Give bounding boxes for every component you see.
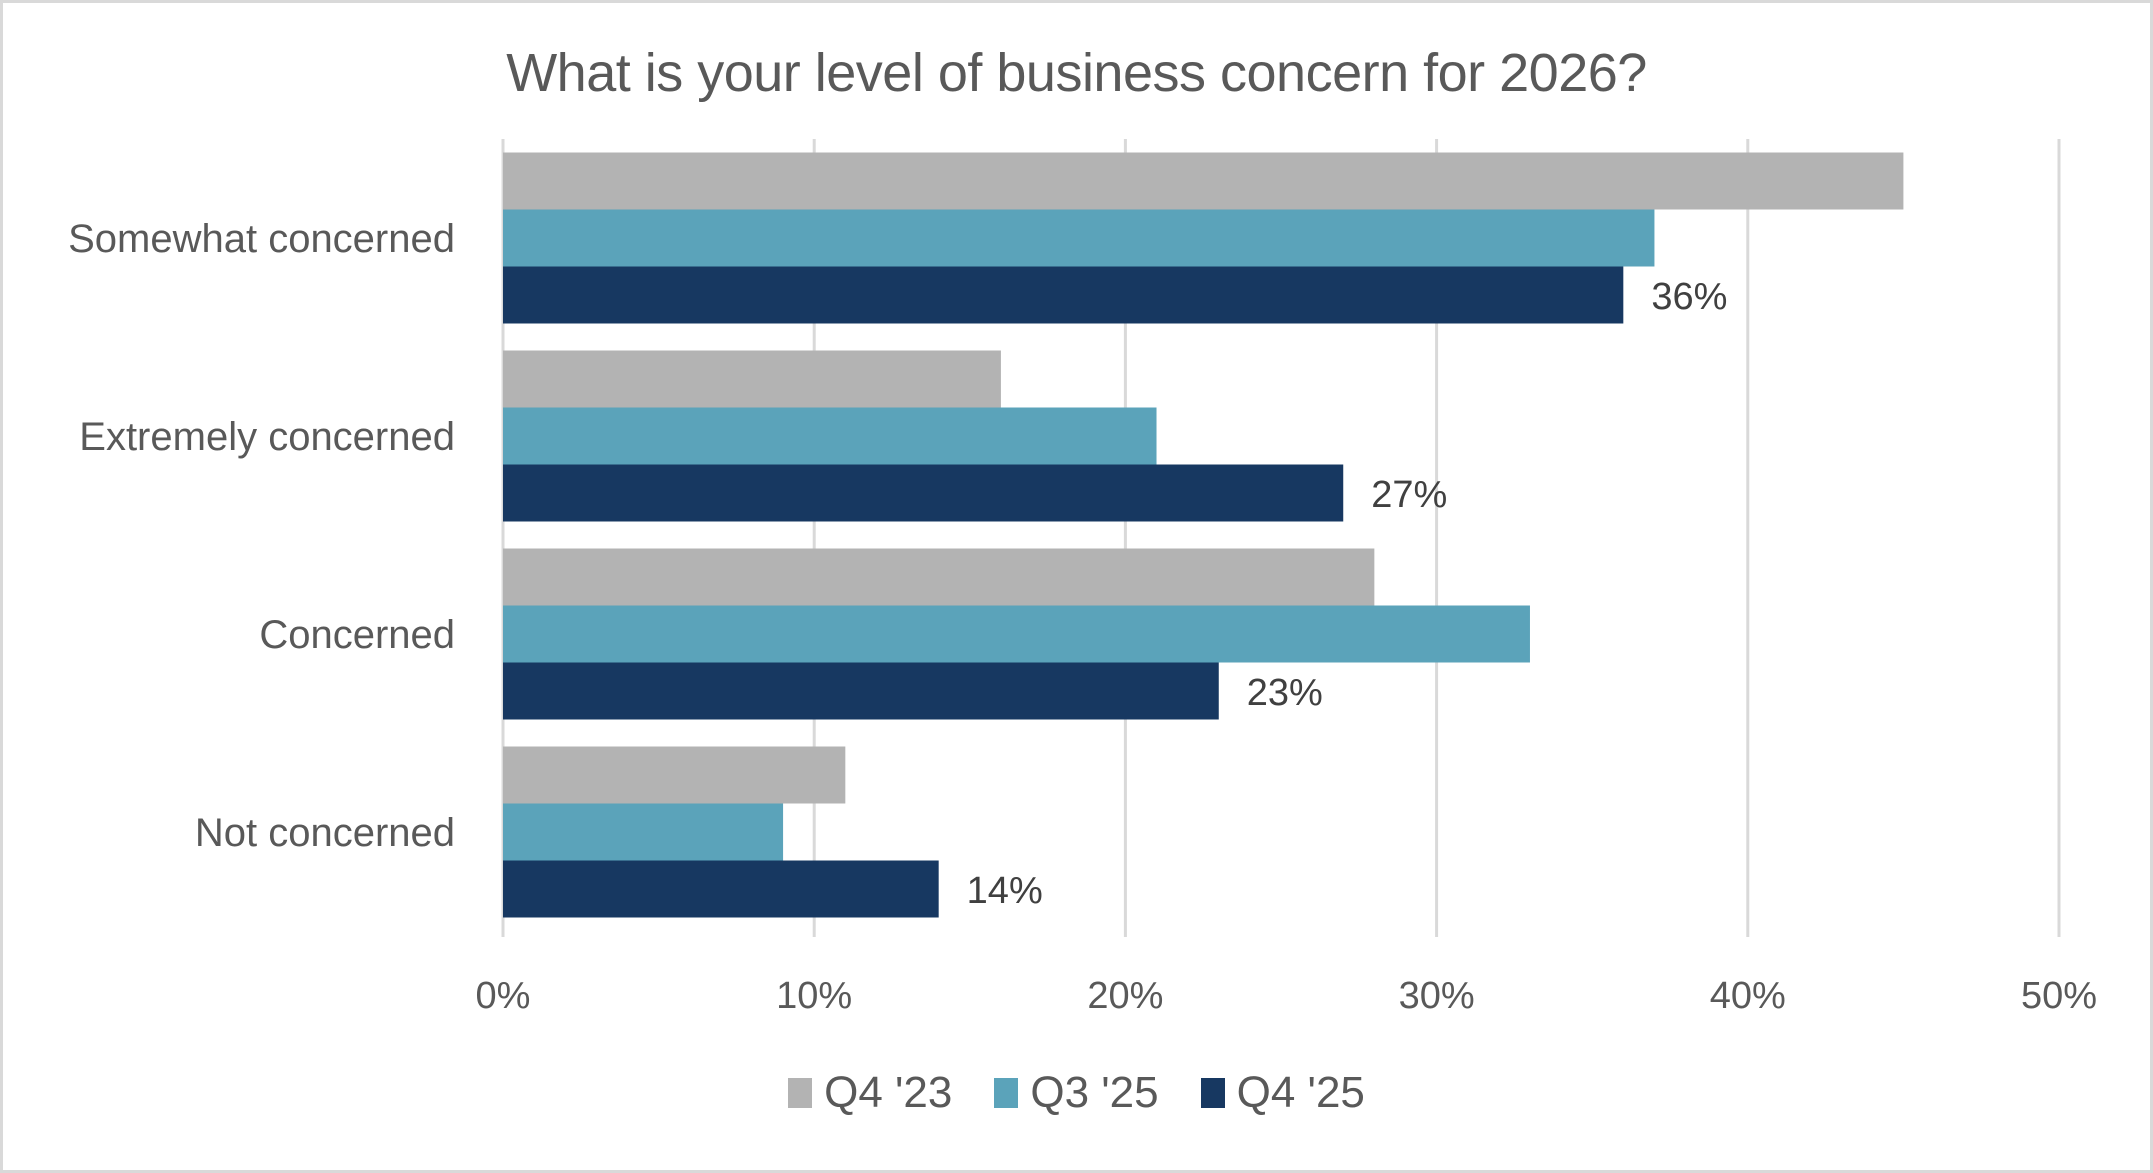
category-labels: Somewhat concerned Extremely concerned Con…	[68, 217, 455, 855]
category-label: Concerned	[259, 613, 455, 657]
bar	[503, 266, 1624, 324]
bars	[503, 152, 1904, 918]
bar	[503, 209, 1655, 267]
legend-item-q4-25[interactable]: Q4 '25	[1200, 1068, 1365, 1118]
bar	[503, 803, 784, 861]
category-label: Not concerned	[195, 811, 455, 855]
x-tick-label: 30%	[1399, 975, 1475, 1017]
x-tick-labels: 0% 10% 20% 30% 40% 50%	[476, 975, 2097, 1017]
data-label: 14%	[967, 870, 1043, 912]
category-label: Extremely concerned	[79, 415, 455, 459]
bar	[503, 605, 1530, 663]
category-label: Somewhat concerned	[68, 217, 455, 261]
legend-swatch-q4-25	[1200, 1078, 1225, 1108]
legend-label-q4-25: Q4 '25	[1236, 1068, 1365, 1117]
bar	[503, 860, 939, 918]
bar	[503, 407, 1157, 465]
data-labels: 36% 27% 23% 14%	[967, 276, 1728, 912]
legend-swatch-q3-25	[994, 1078, 1019, 1108]
bar	[503, 662, 1219, 720]
legend-item-q3-25[interactable]: Q3 '25	[994, 1068, 1159, 1118]
x-tick-label: 20%	[1087, 975, 1163, 1017]
data-label: 27%	[1371, 474, 1447, 516]
x-tick-label: 40%	[1710, 975, 1786, 1017]
bar	[503, 350, 1001, 408]
data-label: 36%	[1651, 276, 1727, 318]
legend-label-q3-25: Q3 '25	[1030, 1068, 1159, 1117]
bar	[503, 152, 1904, 210]
bar	[503, 464, 1344, 522]
bar	[503, 548, 1375, 606]
legend-item-q4-23[interactable]: Q4 '23	[788, 1068, 952, 1118]
x-tick-label: 0%	[476, 975, 531, 1017]
x-tick-label: 10%	[776, 975, 852, 1017]
x-tick-label: 50%	[2021, 975, 2097, 1017]
chart-title: What is your level of business concern f…	[506, 43, 1647, 103]
legend: Q4 '23 Q3 '25 Q4 '25	[0, 1068, 2153, 1118]
data-label: 23%	[1247, 672, 1323, 714]
bar	[503, 746, 846, 804]
legend-swatch-q4-23	[788, 1078, 813, 1108]
legend-label-q4-23: Q4 '23	[824, 1068, 953, 1117]
